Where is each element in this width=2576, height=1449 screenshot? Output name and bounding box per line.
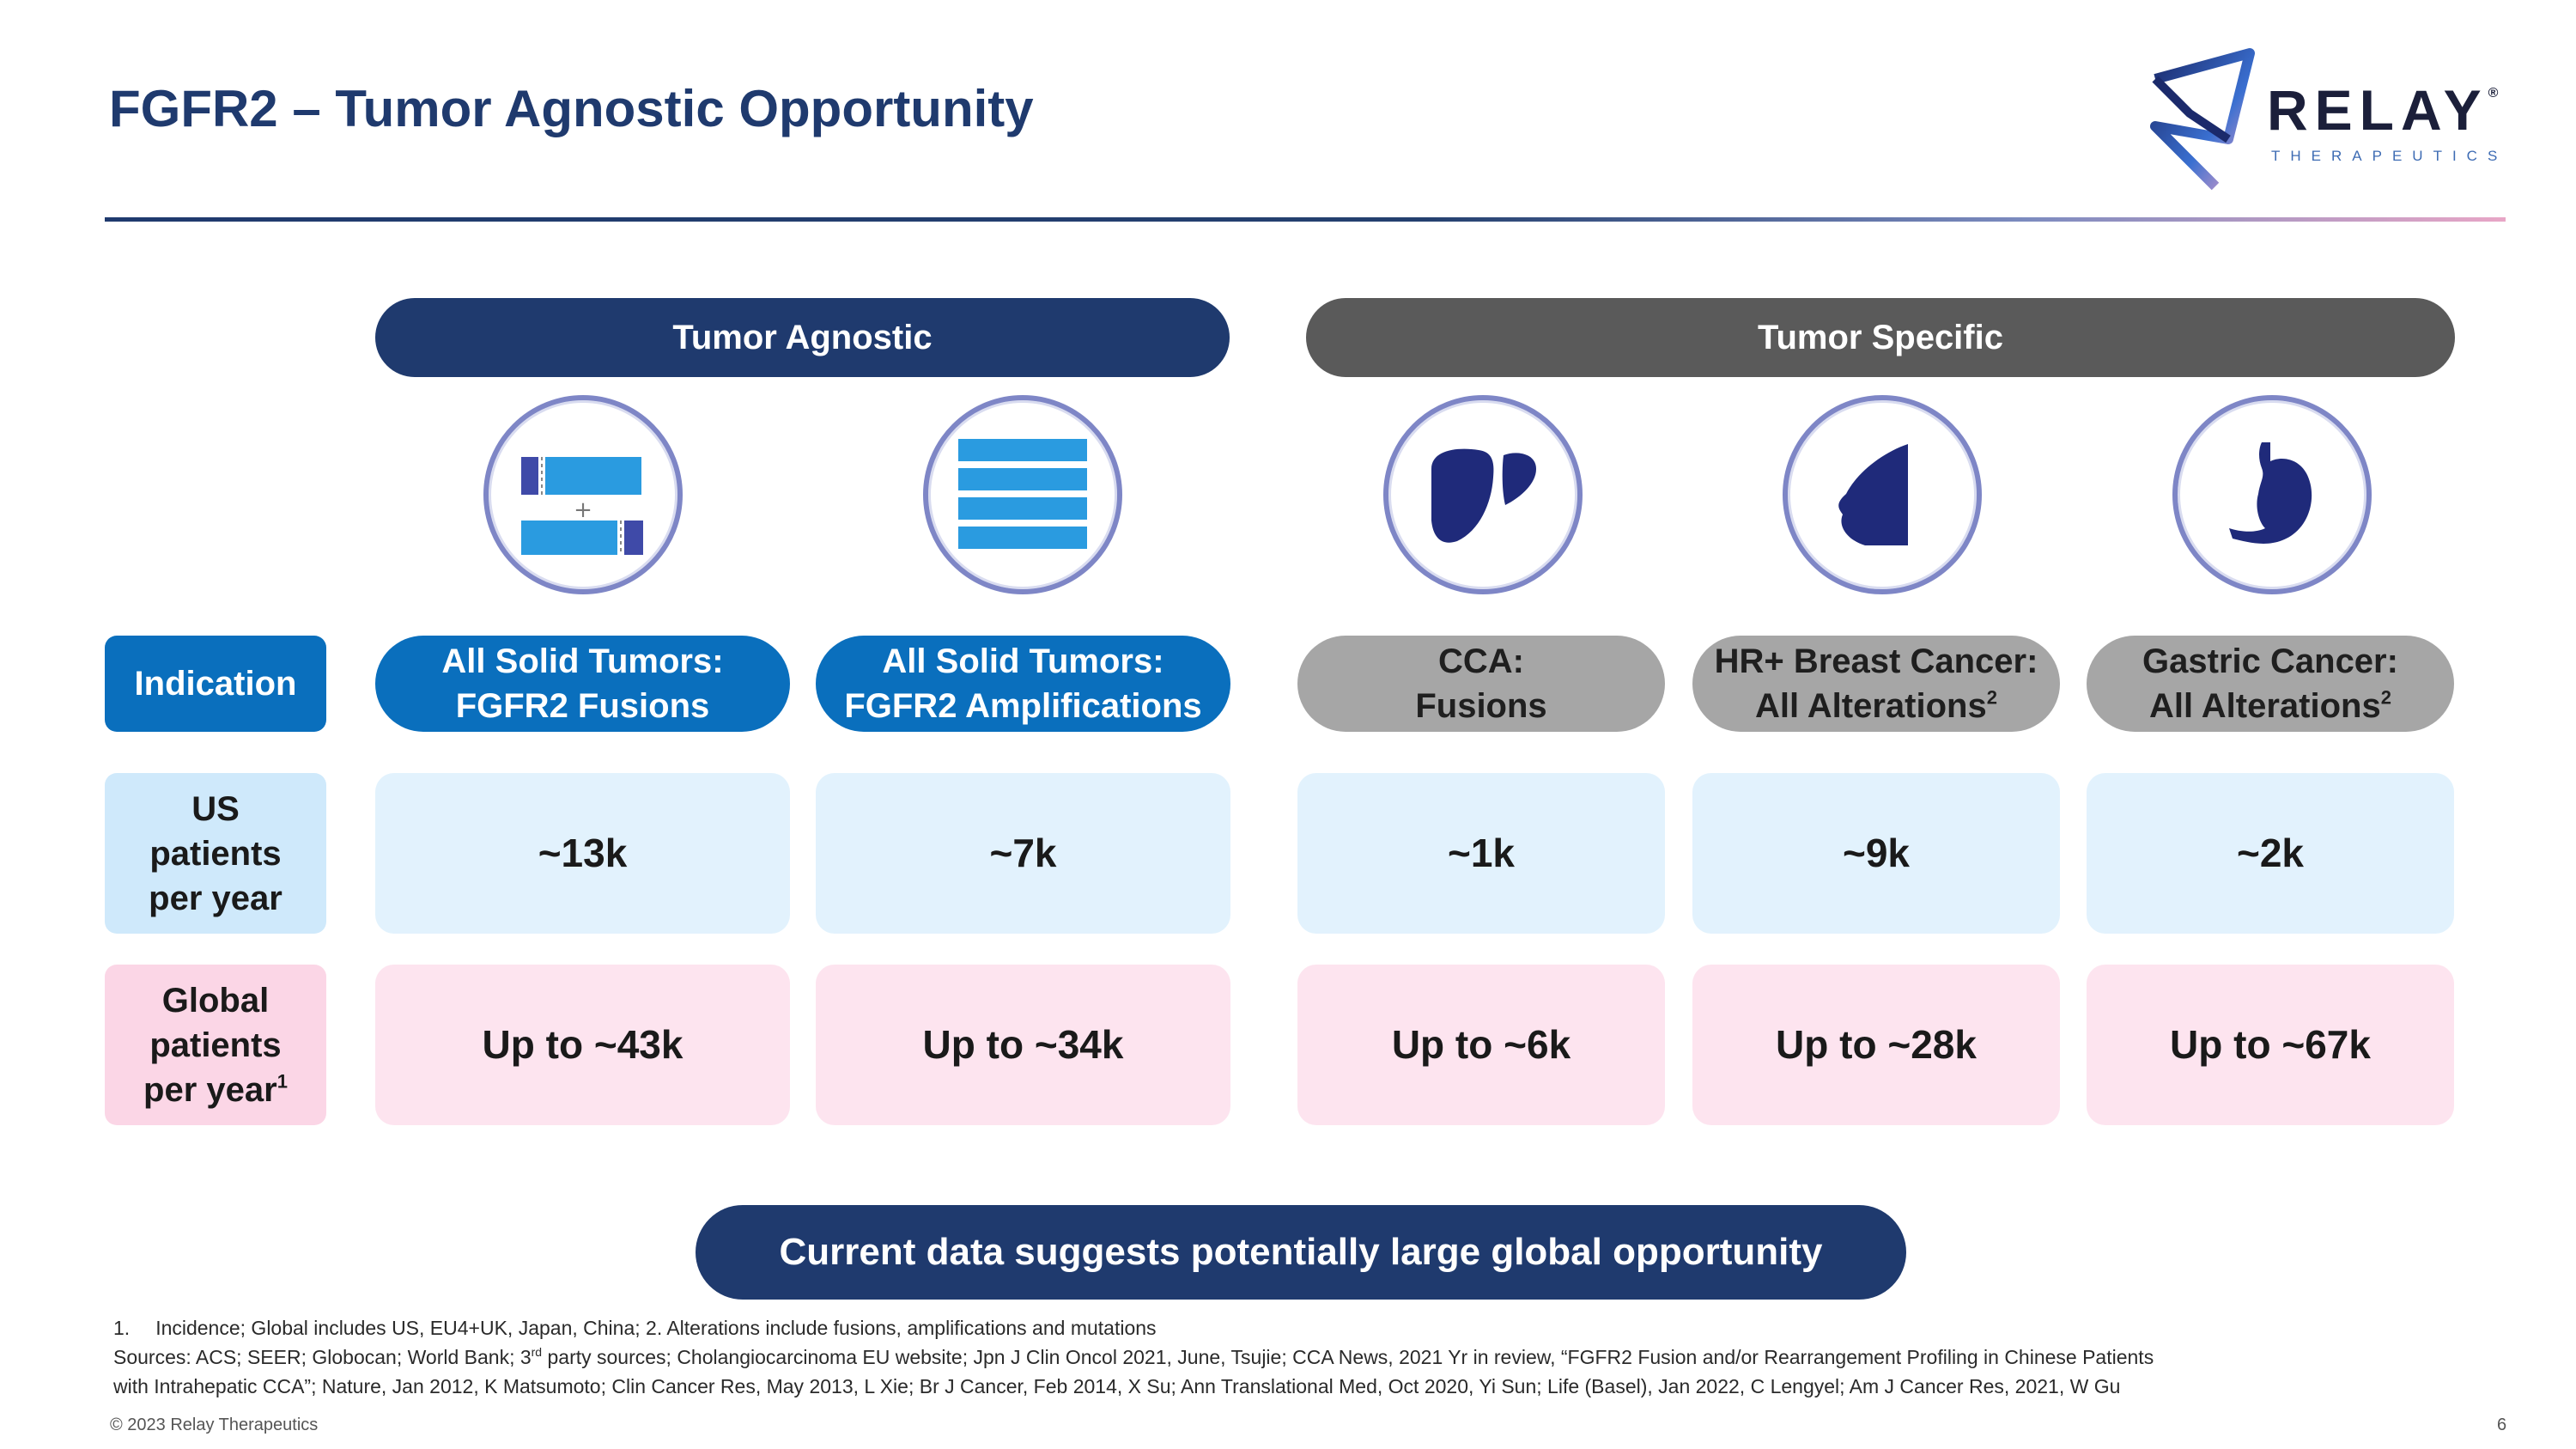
header-tumor-agnostic: Tumor Agnostic [375, 298, 1230, 377]
global-value-amplifications: Up to ~34k [816, 965, 1230, 1125]
row-label-global-line2: patients [149, 1026, 282, 1064]
row-label-us-patients: US patients per year [105, 773, 326, 934]
indication-line1: Gastric Cancer: [2142, 642, 2398, 680]
row-label-global-patients: Global patients per year1 [105, 965, 326, 1125]
indication-cca: CCA: Fusions [1297, 636, 1665, 732]
global-value-breast: Up to ~28k [1692, 965, 2060, 1125]
row-label-us-line2: patients [149, 834, 282, 873]
sources-text-a: Sources: ACS; SEER; Globocan; World Bank… [113, 1346, 532, 1368]
indication-line1: HR+ Breast Cancer: [1714, 642, 2038, 680]
breast-icon [1783, 395, 1982, 594]
indication-line2: Fusions [1415, 687, 1547, 725]
copyright: © 2023 Relay Therapeutics [110, 1416, 319, 1434]
row-label-indication: Indication [105, 636, 326, 732]
logo-registered: ® [2488, 86, 2499, 100]
fusion-plus-sign: + [574, 497, 592, 523]
us-value-gastric: ~2k [2087, 773, 2454, 934]
footnote-line-1: 1. Incidence; Global includes US, EU4+UK,… [113, 1317, 1157, 1340]
stomach-icon [2172, 395, 2372, 594]
relay-logo-mark-icon [2150, 48, 2255, 191]
indication-line1: All Solid Tumors: [882, 642, 1164, 680]
global-value-fusions: Up to ~43k [375, 965, 790, 1125]
footnote-sources-line-2: with Intrahepatic CCA”; Nature, Jan 2012… [113, 1375, 2121, 1397]
page-title: FGFR2 – Tumor Agnostic Opportunity [109, 80, 1034, 137]
footnote-number: 1. [113, 1317, 131, 1339]
sources-sup: rd [531, 1345, 543, 1359]
indication-line2: All Alterations [1755, 687, 1987, 725]
liver-icon [1383, 395, 1583, 594]
footnote-ref-1: 1 [276, 1070, 288, 1093]
title-divider [105, 217, 2506, 222]
amplification-icon [923, 395, 1122, 594]
callout-banner: Current data suggests potentially large … [696, 1205, 1906, 1300]
us-value-breast: ~9k [1692, 773, 2060, 934]
indication-line1: All Solid Tumors: [441, 642, 724, 680]
us-value-amplifications: ~7k [816, 773, 1230, 934]
indication-breast: HR+ Breast Cancer: All Alterations2 [1692, 636, 2060, 732]
global-value-cca: Up to ~6k [1297, 965, 1665, 1125]
footnote-sources-line-1: Sources: ACS; SEER; Globocan; World Bank… [113, 1346, 2154, 1369]
logo-subtitle: THERAPEUTICS [2271, 148, 2508, 164]
relay-logo: RELAY® THERAPEUTICS [2138, 45, 2516, 195]
header-tumor-specific: Tumor Specific [1306, 298, 2455, 377]
global-value-gastric: Up to ~67k [2087, 965, 2454, 1125]
row-label-us-line1: US [191, 789, 240, 828]
footnote-text: Incidence; Global includes US, EU4+UK, J… [155, 1317, 1157, 1339]
indication-amplifications: All Solid Tumors: FGFR2 Amplifications [816, 636, 1230, 732]
indication-line2: FGFR2 Amplifications [844, 687, 1202, 725]
row-label-global-line3: per year [143, 1070, 277, 1109]
indication-line2: All Alterations [2149, 687, 2381, 725]
us-value-fusions: ~13k [375, 773, 790, 934]
sources-text-b: party sources; Cholangiocarcinoma EU web… [542, 1346, 2154, 1368]
logo-wordmark: RELAY [2267, 78, 2488, 142]
fusion-icon: + [483, 395, 683, 594]
row-label-global-line1: Global [161, 981, 270, 1020]
page-number: 6 [2497, 1416, 2507, 1434]
indication-gastric: Gastric Cancer: All Alterations2 [2087, 636, 2454, 732]
indication-fusions: All Solid Tumors: FGFR2 Fusions [375, 636, 790, 732]
row-label-us-line3: per year [149, 879, 283, 917]
footnote-ref-2: 2 [1986, 686, 1997, 709]
indication-line1: CCA: [1438, 642, 1524, 680]
indication-line2: FGFR2 Fusions [455, 687, 710, 725]
footnote-ref-2: 2 [2380, 686, 2391, 709]
us-value-cca: ~1k [1297, 773, 1665, 934]
